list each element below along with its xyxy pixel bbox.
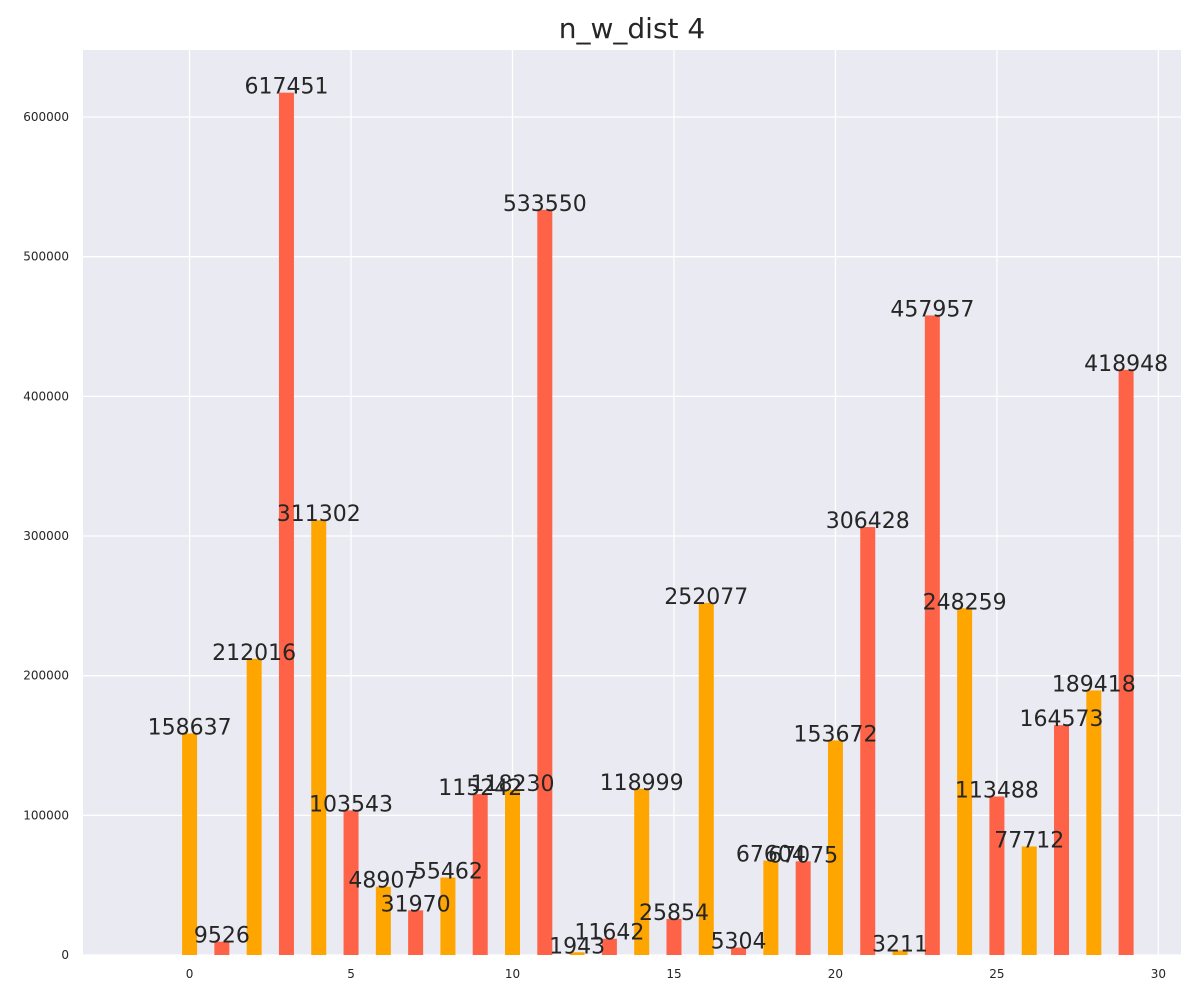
data-label: 9526	[194, 924, 250, 949]
data-label: 55462	[413, 860, 483, 885]
data-label: 164573	[1020, 707, 1104, 732]
bar	[375, 886, 391, 955]
bar	[311, 520, 327, 955]
data-label: 118999	[600, 771, 684, 796]
bar	[860, 527, 876, 955]
data-label: 189418	[1052, 672, 1136, 697]
bar	[278, 92, 294, 955]
data-label: 118230	[471, 772, 555, 797]
bar	[1054, 725, 1070, 955]
x-tick-label: 5	[347, 967, 355, 981]
data-label: 1943	[549, 934, 605, 959]
data-label: 617451	[244, 75, 328, 100]
bar	[343, 810, 359, 955]
data-label: 48907	[348, 869, 418, 894]
data-label: 212016	[212, 641, 296, 666]
x-tick-label: 30	[1151, 967, 1166, 981]
y-tick-label: 600000	[23, 110, 69, 124]
bar	[698, 602, 714, 955]
data-label: 457957	[890, 297, 974, 322]
bar	[1021, 846, 1037, 955]
bar	[827, 740, 843, 955]
data-label: 115242	[438, 776, 522, 801]
bar	[214, 941, 230, 955]
bar	[795, 861, 811, 955]
y-tick-label: 100000	[23, 808, 69, 822]
data-label: 25854	[639, 901, 709, 926]
bar	[246, 658, 262, 955]
y-tick-label: 200000	[23, 669, 69, 683]
data-label: 67075	[768, 843, 838, 868]
x-tick-label: 25	[989, 967, 1004, 981]
data-label: 311302	[277, 502, 361, 527]
x-tick-label: 15	[666, 967, 681, 981]
data-label: 153672	[793, 722, 877, 747]
chart-title: n_w_dist 4	[558, 12, 706, 45]
y-tick-label: 400000	[23, 389, 69, 403]
bar	[924, 315, 940, 955]
bar	[989, 796, 1005, 955]
x-tick-label: 0	[186, 967, 194, 981]
data-label: 248259	[923, 590, 1007, 615]
data-label: 113488	[955, 779, 1039, 804]
bar	[537, 209, 553, 955]
bar	[666, 918, 682, 955]
bar	[569, 952, 585, 955]
bar	[440, 877, 456, 955]
x-tick-label: 10	[505, 967, 520, 981]
bar	[601, 938, 617, 955]
bar	[634, 788, 650, 955]
bar	[505, 789, 521, 955]
data-label: 252077	[664, 585, 748, 610]
data-label: 418948	[1084, 352, 1168, 377]
data-label: 533550	[503, 192, 587, 217]
data-label: 3211	[872, 933, 928, 958]
bar	[472, 794, 488, 955]
bar	[892, 950, 908, 955]
y-tick-label: 0	[61, 948, 69, 962]
data-label: 77712	[994, 828, 1064, 853]
bar	[763, 860, 779, 955]
bar	[408, 910, 424, 955]
data-label: 103543	[309, 792, 393, 817]
data-label: 306428	[826, 509, 910, 534]
bar	[1118, 369, 1134, 955]
data-label: 158637	[148, 715, 232, 740]
x-tick-label: 20	[828, 967, 843, 981]
data-label: 5304	[711, 930, 767, 955]
bar	[957, 608, 973, 955]
data-label: 31970	[381, 892, 451, 917]
data-label: 11642	[574, 921, 644, 946]
bar	[731, 947, 747, 955]
bar	[1086, 690, 1102, 955]
data-label: 67604	[736, 843, 806, 868]
y-tick-label: 300000	[23, 529, 69, 543]
y-tick-label: 500000	[23, 250, 69, 264]
bar	[182, 733, 198, 955]
